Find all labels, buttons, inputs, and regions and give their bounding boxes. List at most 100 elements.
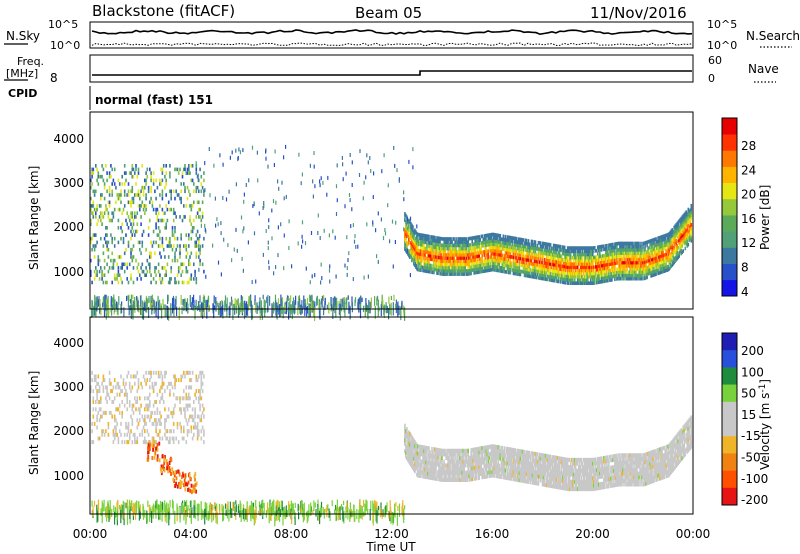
power-cell: [585, 246, 587, 250]
power-cell: [571, 278, 574, 282]
power-cell: [618, 270, 620, 275]
power-cell: [464, 265, 466, 270]
power-cell: [457, 240, 459, 244]
power-cell: [581, 259, 584, 263]
power-cell: [176, 258, 179, 263]
power-cell: [183, 280, 185, 285]
power-cell: [262, 206, 264, 210]
power-cell: [164, 255, 166, 259]
power-cell: [271, 303, 273, 318]
power-cell: [188, 244, 190, 248]
power-cell: [653, 266, 655, 271]
power-cell: [181, 269, 184, 274]
velocity-cell: [426, 471, 428, 476]
power-cell: [201, 302, 203, 311]
velocity-cell: [450, 456, 452, 461]
power-cell: [581, 255, 584, 260]
power-cell: [557, 279, 560, 284]
power-cell: [679, 230, 681, 235]
power-cell: [688, 235, 691, 239]
power-cell: [443, 237, 445, 241]
velocity-cell: [437, 469, 439, 474]
power-cell: [662, 247, 664, 251]
velocity-cell: [463, 459, 465, 464]
power-cell: [530, 258, 533, 263]
power-cell: [422, 246, 424, 250]
power-cell: [504, 260, 507, 264]
velocity-cell: [458, 478, 460, 482]
power-cell: [120, 255, 122, 259]
power-cell: [675, 232, 677, 237]
power-cell: [678, 241, 680, 246]
power-cell: [118, 182, 121, 186]
power-cell: [551, 275, 554, 279]
power-cell: [660, 244, 662, 249]
power-cell: [523, 270, 526, 274]
velocity-cell: [460, 463, 462, 468]
power-cell: [420, 262, 422, 266]
power-cell: [258, 211, 260, 216]
power-cell: [550, 278, 553, 282]
power-cell: [145, 171, 147, 175]
power-cell: [450, 249, 452, 254]
power-cell: [478, 235, 480, 239]
power-cell: [641, 260, 643, 265]
power-cell: [639, 267, 641, 271]
power-cell: [476, 241, 478, 246]
power-cell: [242, 268, 244, 273]
power-cell: [197, 178, 199, 182]
velocity-cell: [435, 476, 437, 481]
power-cell: [638, 241, 640, 246]
power-cell: [494, 236, 497, 240]
power-cell: [627, 251, 629, 255]
power-cell: [646, 266, 648, 270]
power-cell: [670, 235, 672, 240]
power-cell: [437, 242, 439, 247]
power-cell: [688, 232, 691, 236]
power-cell: [266, 296, 268, 304]
power-cell: [506, 238, 509, 243]
velocity-cell: [423, 467, 425, 472]
power-cell: [670, 264, 672, 269]
power-cell: [190, 277, 193, 281]
power-cell: [687, 210, 690, 215]
power-cell: [616, 245, 618, 249]
power-cell: [144, 178, 146, 183]
power-cell: [666, 242, 668, 247]
power-cell: [424, 269, 426, 273]
power-cell: [434, 242, 436, 246]
power-cell: [623, 260, 625, 265]
power-cell: [423, 259, 425, 263]
power-cell: [655, 269, 657, 273]
power-cell: [690, 235, 693, 240]
power-cell: [644, 244, 646, 248]
power-cell: [457, 265, 459, 270]
power-cell: [95, 244, 97, 248]
velocity-cell: [439, 462, 441, 467]
power-cell: [578, 281, 581, 285]
power-cell: [127, 240, 130, 245]
velocity-cell: [470, 462, 472, 467]
power-cell: [656, 259, 658, 263]
power-cell: [415, 262, 417, 266]
power-cell: [403, 190, 405, 195]
power-cell: [680, 248, 682, 253]
power-cell: [509, 267, 512, 272]
power-cell: [622, 276, 624, 281]
power-cell: [490, 236, 493, 240]
power-cell: [584, 252, 586, 257]
power-cell: [428, 257, 430, 261]
power-cell: [201, 262, 204, 267]
power-cell: [585, 278, 587, 282]
power-cell: [431, 267, 433, 271]
power-cell: [675, 251, 677, 256]
velocity-cell: [426, 460, 428, 465]
power-cell: [193, 182, 195, 186]
power-cell: [527, 242, 530, 246]
power-cell: [603, 273, 605, 277]
power-cell: [595, 271, 597, 275]
velocity-cell: [463, 470, 465, 475]
power-cell: [671, 260, 673, 264]
power-cell: [502, 256, 505, 261]
power-cell: [108, 185, 111, 190]
